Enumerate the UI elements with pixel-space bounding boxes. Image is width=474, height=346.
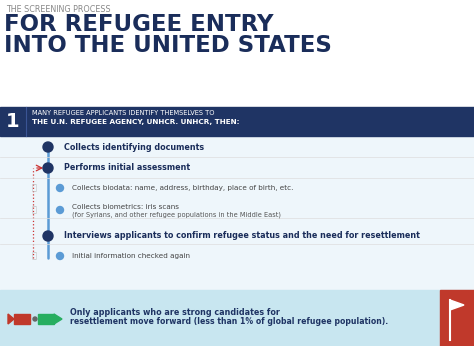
Bar <box>0 107 474 136</box>
Text: INTO THE UNITED STATES: INTO THE UNITED STATES <box>4 34 332 57</box>
Polygon shape <box>8 314 14 324</box>
Circle shape <box>56 207 64 213</box>
Circle shape <box>33 317 37 321</box>
Text: Collects biodata: name, address, birthday, place of birth, etc.: Collects biodata: name, address, birthda… <box>72 185 293 191</box>
Text: Interviews applicants to confirm refugee status and the need for resettlement: Interviews applicants to confirm refugee… <box>64 231 420 240</box>
Circle shape <box>43 231 53 241</box>
Bar <box>38 314 54 324</box>
Text: FOR REFUGEE ENTRY: FOR REFUGEE ENTRY <box>4 13 273 36</box>
Text: 1: 1 <box>6 112 20 131</box>
Bar <box>0 136 474 290</box>
Polygon shape <box>450 300 464 310</box>
Circle shape <box>43 142 53 152</box>
Bar <box>0 290 474 346</box>
Text: Performs initial assessment: Performs initial assessment <box>64 164 190 173</box>
Text: ➕: ➕ <box>31 183 36 192</box>
Text: Initial information checked again: Initial information checked again <box>72 253 190 259</box>
Text: ➕: ➕ <box>31 206 36 215</box>
Circle shape <box>56 253 64 260</box>
Text: (for Syrians, and other refugee populations in the Middle East): (for Syrians, and other refugee populati… <box>72 212 281 218</box>
Text: Collects biometrics: iris scans: Collects biometrics: iris scans <box>72 204 179 210</box>
Text: THE SCREENING PROCESS: THE SCREENING PROCESS <box>6 5 110 14</box>
Bar <box>14 314 30 324</box>
Text: THE U.N. REFUGEE AGENCY, UNHCR. UNHCR, THEN:: THE U.N. REFUGEE AGENCY, UNHCR. UNHCR, T… <box>32 119 239 125</box>
Polygon shape <box>54 314 62 324</box>
Text: MANY REFUGEE APPLICANTS IDENTIFY THEMSELVES TO: MANY REFUGEE APPLICANTS IDENTIFY THEMSEL… <box>32 110 215 116</box>
Circle shape <box>43 163 53 173</box>
Bar <box>440 290 474 346</box>
Text: Collects identifying documents: Collects identifying documents <box>64 143 204 152</box>
Text: ➕: ➕ <box>31 252 36 261</box>
Text: resettlement move forward (less than 1% of global refugee population).: resettlement move forward (less than 1% … <box>70 317 388 326</box>
Circle shape <box>56 184 64 191</box>
Text: Only applicants who are strong candidates for: Only applicants who are strong candidate… <box>70 308 280 317</box>
